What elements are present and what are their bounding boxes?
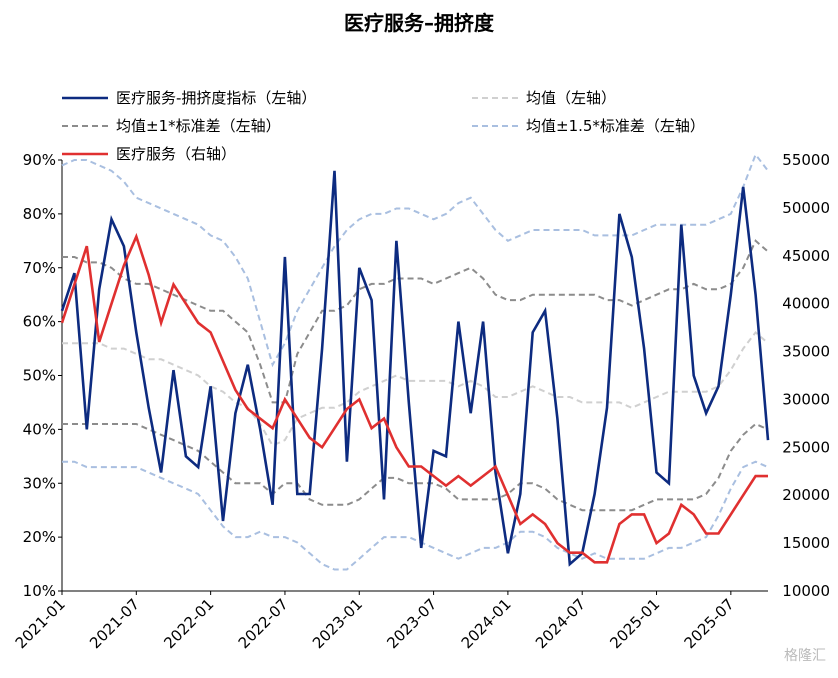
legend-label: 均值±1*标准差（左轴） [116,117,281,135]
y2-tick-label: 40000 [782,295,830,313]
series-line [62,330,769,447]
x-tick-label: 2022-07 [235,595,292,652]
y2-tick-label: 35000 [782,343,830,361]
chart-title: 医疗服务–拥挤度 [344,11,495,35]
series-line [60,232,768,564]
x-tick-label: 2025-01 [606,595,663,652]
y-tick-label: 40% [23,420,56,438]
y-tick-label: 50% [23,367,56,385]
y2-tick-label: 55000 [782,151,830,169]
series-line [60,170,770,567]
x-tick-label: 2024-01 [458,595,515,652]
x-tick-label: 2021-01 [12,595,69,652]
legend-label: 医疗服务（右轴） [116,145,236,163]
series-line [62,460,769,571]
y2-tick-label: 15000 [782,534,830,552]
y-tick-label: 10% [23,582,56,600]
y2-tick-label: 10000 [782,582,830,600]
series-line [62,239,769,404]
legend-label: 均值±1.5*标准差（左轴） [526,117,705,135]
x-tick-label: 2024-07 [532,595,589,652]
y-tick-label: 80% [23,205,56,223]
y-tick-label: 70% [23,259,56,277]
y2-tick-label: 25000 [782,438,830,456]
series-line [62,422,769,512]
x-tick-label: 2025-07 [681,595,738,652]
y-tick-label: 60% [23,313,56,331]
x-tick-label: 2021-07 [86,595,143,652]
y2-tick-label: 45000 [782,247,830,265]
y-tick-label: 30% [23,474,56,492]
series-line [61,152,769,368]
y2-tick-label: 30000 [782,390,830,408]
legend-label: 均值（左轴） [526,89,616,107]
legend-label: 医疗服务-拥挤度指标（左轴） [116,89,316,107]
y-tick-label: 20% [23,528,56,546]
y-tick-label: 90% [23,151,56,169]
watermark: 格隆汇 [784,648,826,664]
x-tick-label: 2023-07 [383,595,440,652]
x-tick-label: 2022-01 [160,595,217,652]
x-tick-label: 2023-01 [309,595,366,652]
y2-tick-label: 50000 [782,199,830,217]
y2-tick-label: 20000 [782,486,830,504]
